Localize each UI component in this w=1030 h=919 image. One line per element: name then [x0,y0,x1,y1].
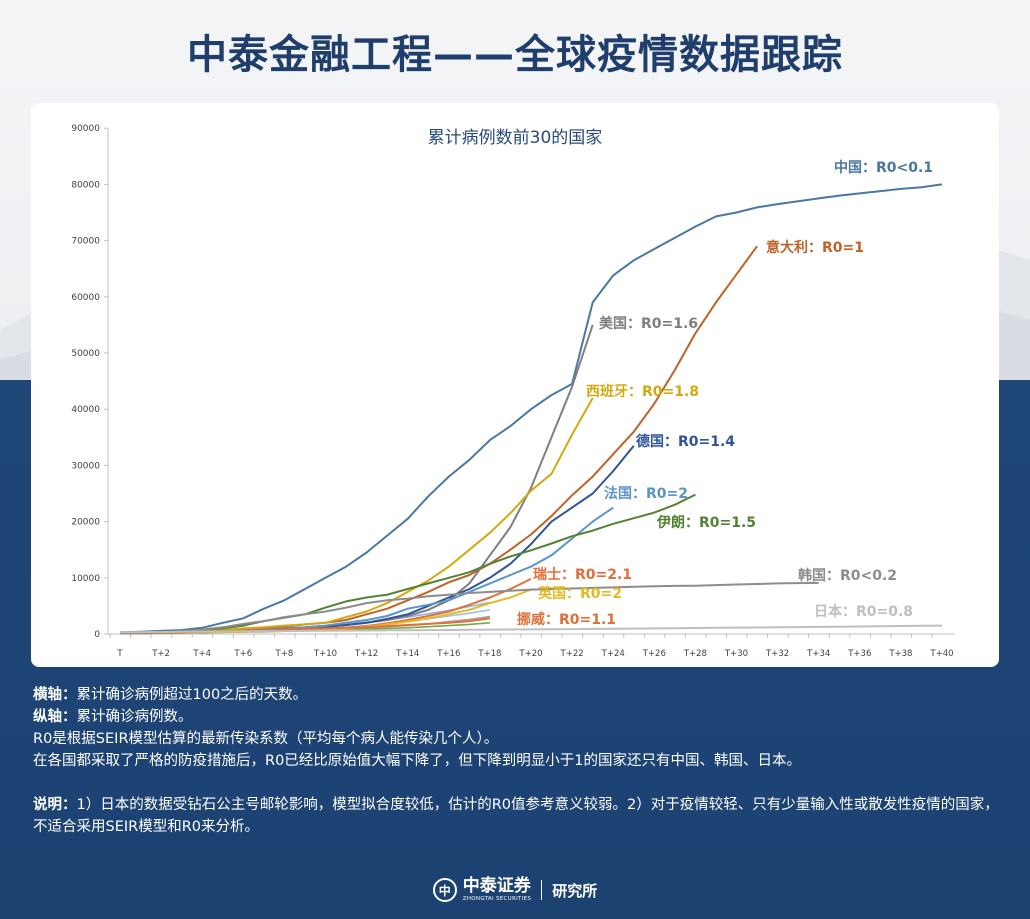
series-label: 伊朗：R0=1.5 [656,514,756,531]
y-tick-label: 40000 [71,405,100,415]
yaxis-note-text: 累计确诊病例数。 [76,709,193,725]
x-tick-label: T+32 [765,649,789,659]
x-tick-label: T+6 [233,649,252,659]
series-line-0 [119,183,943,634]
brand-cn: 中泰证券 [462,876,531,896]
x-tick-label: T+4 [192,649,211,659]
x-tick-label: T+14 [395,649,419,659]
y-tick-label: 30000 [71,461,100,471]
decline-note: 在各国都采取了严格的防疫措施后，R0已经比原始值大幅下降了，但下降到明显小于1的… [33,753,802,769]
yaxis-note: 纵轴：累计确诊病例数。 [33,706,1013,728]
series-label: 西班牙：R0=1.8 [586,383,699,400]
chart-card: 累计病例数前30的国家 0 10000 20000 30000 40000 50000 600… [31,103,999,667]
series-line-11 [119,624,943,634]
x-tick-label: T+34 [806,649,830,659]
y-tick-label: 20000 [71,518,100,528]
remark-text: 1）日本的数据受钻石公主号邮轮影响，模型拟合度较低，估计的R0值参考意义较弱。2… [33,797,999,835]
series-label: 韩国：R0<0.2 [798,567,897,584]
x-tick-label: T+30 [724,649,748,659]
x-tick-label: T+20 [518,649,542,659]
series-line-2 [119,324,594,635]
zhongtai-logo-icon: 中 [432,878,457,903]
x-tick-label: T+10 [313,649,337,659]
series-label: 英国：R0=2 [537,585,622,602]
series-label: 意大利：R0=1 [766,239,864,256]
x-tick-label: T+36 [847,649,871,659]
yaxis-note-label: 纵轴： [33,709,77,725]
y-tick-label: 70000 [71,237,100,247]
x-tick-label: T+26 [642,649,666,659]
series-label: 日本：R0=0.8 [814,603,913,620]
remark-label: 说明： [33,797,77,813]
y-tick-label: 80000 [71,180,100,190]
x-tick-label: T+38 [888,649,912,659]
series-label: 德国：R0=1.4 [636,433,735,450]
brand: 中泰证券 ZHONGTAI SECURITIES [463,878,531,903]
series-label: 美国：R0=1.6 [599,315,698,332]
series-label: 挪威：R0=1.1 [517,611,616,628]
xaxis-note: 横轴：累计确诊病例超过100之后的天数。 [33,684,1013,706]
y-tick-label: 90000 [71,124,100,134]
series-line-3 [119,397,594,635]
xaxis-note-label: 横轴： [33,687,77,703]
y-tick-label: 50000 [71,349,100,359]
brand-en: ZHONGTAI SECURITIES [462,896,532,902]
series-label: 瑞士：R0=2.1 [533,566,632,583]
series-label: 法国：R0=2 [604,485,688,502]
x-tick-label: T+12 [354,649,378,659]
x-tick-label: T+40 [929,649,953,659]
series-line-10 [119,581,819,635]
notes: 横轴：累计确诊病例超过100之后的天数。 纵轴：累计确诊病例数。 R0是根据SE… [33,684,1013,838]
y-tick-label: 60000 [71,293,100,303]
x-tick-label: T+8 [275,649,294,659]
series-line-4 [119,445,635,635]
x-tick-label: T+18 [477,649,501,659]
x-tick-label: T+24 [601,649,625,659]
chart-title: 累计病例数前30的国家 [428,128,603,148]
x-tick-label: T+28 [683,649,707,659]
r0-note: R0是根据SEIR模型估算的最新传染系数（平均每个病人能传染几个人）。 [33,731,499,747]
x-tick-label: T+2 [151,649,170,659]
x-tick-label: T+22 [560,649,584,659]
remark-note: 说明：1）日本的数据受钻石公主号邮轮影响，模型拟合度较低，估计的R0值参考意义较… [33,794,1013,838]
y-tick-label: 10000 [71,574,100,584]
line-chart: 累计病例数前30的国家 0 10000 20000 30000 40000 50000 600… [71,124,954,659]
y-tick-label: 0 [94,630,100,640]
xaxis-note-text: 累计确诊病例超过100之后的天数。 [76,687,308,703]
page-title: 中泰金融工程——全球疫情数据跟踪 [187,32,843,78]
x-tick-label: T+16 [436,649,460,659]
institute: 研究所 [552,881,598,900]
series-label: 中国：R0<0.1 [834,159,933,176]
x-tick-label: T [116,649,123,659]
divider [541,880,543,901]
footer-logo: 中 中泰证券 ZHONGTAI SECURITIES 研究所 [0,878,1030,903]
